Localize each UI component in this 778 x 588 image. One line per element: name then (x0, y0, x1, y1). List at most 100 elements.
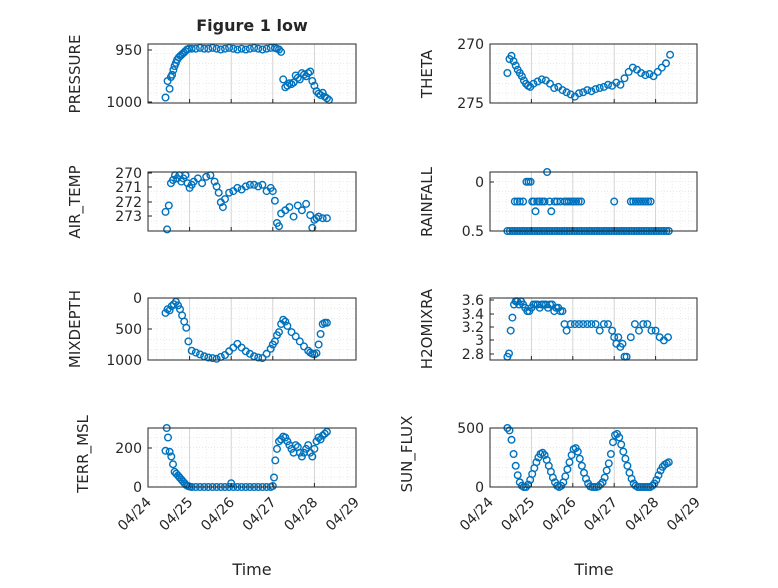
data-point (558, 307, 567, 316)
data-point (653, 67, 662, 76)
data-point (664, 333, 673, 342)
data-point (168, 460, 177, 469)
y-tick-label: 500 (457, 421, 484, 437)
data-point (507, 435, 516, 444)
data-point (596, 480, 605, 489)
data-point (161, 93, 170, 102)
data-point (641, 71, 650, 80)
data-point (634, 197, 643, 206)
data-point (245, 44, 254, 53)
data-point (165, 84, 174, 93)
data-point (250, 43, 259, 52)
data-point (258, 45, 267, 54)
data-point (562, 326, 571, 335)
data-point (647, 326, 656, 335)
data-point (165, 447, 174, 456)
data-point (275, 328, 284, 337)
y-axis-label: RAINFALL (418, 166, 436, 237)
data-point (314, 212, 323, 221)
data-point (629, 197, 638, 206)
data-point (184, 337, 193, 346)
data-point (515, 197, 524, 206)
data-point (533, 77, 542, 86)
y-axis-label: MIXDEPTH (66, 290, 84, 368)
data-point (173, 301, 182, 310)
data-point (511, 61, 520, 70)
y-tick-label: 950 (115, 43, 142, 59)
data-point (212, 354, 221, 363)
data-point (631, 197, 640, 206)
data-point (610, 197, 619, 206)
data-point (320, 429, 329, 438)
data-point (279, 315, 288, 324)
data-point (289, 212, 298, 221)
data-point (285, 203, 294, 212)
data-point (169, 65, 178, 74)
y-axis-label: TERR_MSL (74, 414, 93, 493)
data-point (163, 433, 172, 442)
data-point (510, 197, 519, 206)
data-point (283, 321, 292, 330)
data-point (626, 333, 635, 342)
data-point (612, 78, 621, 87)
x-tick-label: 04/26 (540, 494, 580, 534)
y-tick-label: 0 (133, 480, 142, 496)
data-point (241, 347, 250, 356)
data-point (218, 203, 227, 212)
y-axis-label: PRESSURE (66, 35, 84, 114)
data-point (575, 89, 584, 98)
data-point (570, 320, 579, 329)
data-point (312, 349, 321, 358)
subplot-5: 0 500 1000 MIXDEPTH (66, 290, 357, 369)
y-tick-label: 3 (475, 333, 484, 349)
data-point (254, 182, 263, 191)
data-point (619, 447, 628, 456)
x-tick-label: 04/26 (198, 494, 238, 534)
data-point (195, 43, 204, 52)
data-point (268, 187, 277, 196)
data-point (538, 197, 547, 206)
data-point (646, 197, 655, 206)
data-point (643, 320, 652, 329)
y-tick-label: 0 (133, 291, 142, 307)
data-point (220, 195, 229, 204)
data-point (566, 90, 575, 99)
data-point (258, 354, 267, 363)
data-point (291, 332, 300, 341)
y-tick-label: 200 (115, 441, 142, 457)
data-point (526, 177, 535, 186)
data-point (564, 197, 573, 206)
y-tick-label: 0 (475, 480, 484, 496)
data-point (212, 44, 221, 53)
data-point (577, 461, 586, 470)
data-point (233, 183, 242, 192)
y-tick-label: 0.5 (462, 224, 484, 240)
data-point (275, 222, 284, 231)
data-point (302, 199, 311, 208)
data-point (314, 433, 323, 442)
data-point (587, 87, 596, 96)
data-point (666, 50, 675, 59)
data-point (322, 318, 331, 327)
data-point (627, 474, 636, 483)
data-point (229, 44, 238, 53)
data-point (220, 44, 229, 53)
data-point (662, 59, 671, 68)
data-point (621, 454, 630, 463)
data-point (594, 482, 603, 491)
x-tick-label: 04/24 (457, 494, 497, 534)
data-point (547, 207, 556, 216)
data-point (618, 339, 627, 348)
data-point (538, 448, 547, 457)
data-point (553, 197, 562, 206)
subplot-8: 0 500 04/24 04/25 04/26 04/27 04/28 04/29 SUN_FL… (398, 416, 704, 535)
data-point (630, 320, 639, 329)
data-point (583, 86, 592, 95)
x-tick-label: 04/25 (157, 495, 197, 535)
data-point (266, 344, 275, 353)
data-point (615, 433, 624, 442)
data-point (561, 472, 570, 481)
data-point (318, 214, 327, 223)
x-tick-label: 04/28 (623, 495, 663, 535)
data-point (599, 320, 608, 329)
